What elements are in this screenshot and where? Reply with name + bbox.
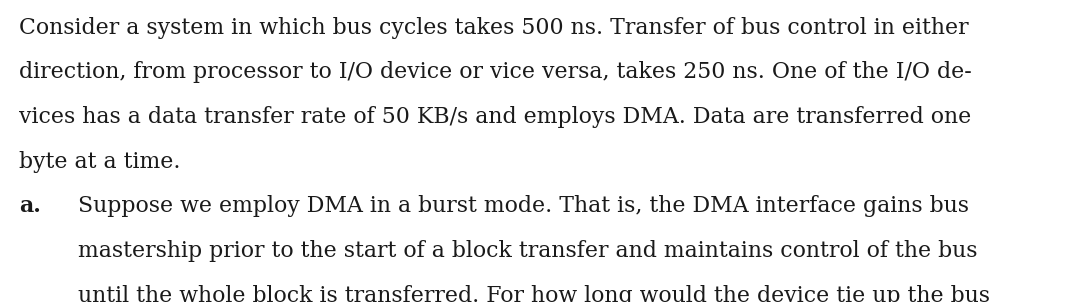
- Text: byte at a time.: byte at a time.: [19, 151, 181, 173]
- Text: Consider a system in which bus cycles takes 500 ns. Transfer of bus control in e: Consider a system in which bus cycles ta…: [19, 17, 969, 39]
- Text: until the whole block is transferred. For how long would the device tie up the b: until the whole block is transferred. Fo…: [78, 285, 989, 302]
- Text: vices has a data transfer rate of 50 KB/s and employs DMA. Data are transferred : vices has a data transfer rate of 50 KB/…: [19, 106, 972, 128]
- Text: mastership prior to the start of a block transfer and maintains control of the b: mastership prior to the start of a block…: [78, 240, 977, 262]
- Text: Suppose we employ DMA in a burst mode. That is, the DMA interface gains bus: Suppose we employ DMA in a burst mode. T…: [78, 195, 969, 217]
- Text: direction, from processor to I/O device or vice versa, takes 250 ns. One of the : direction, from processor to I/O device …: [19, 61, 972, 83]
- Text: a.: a.: [19, 195, 41, 217]
